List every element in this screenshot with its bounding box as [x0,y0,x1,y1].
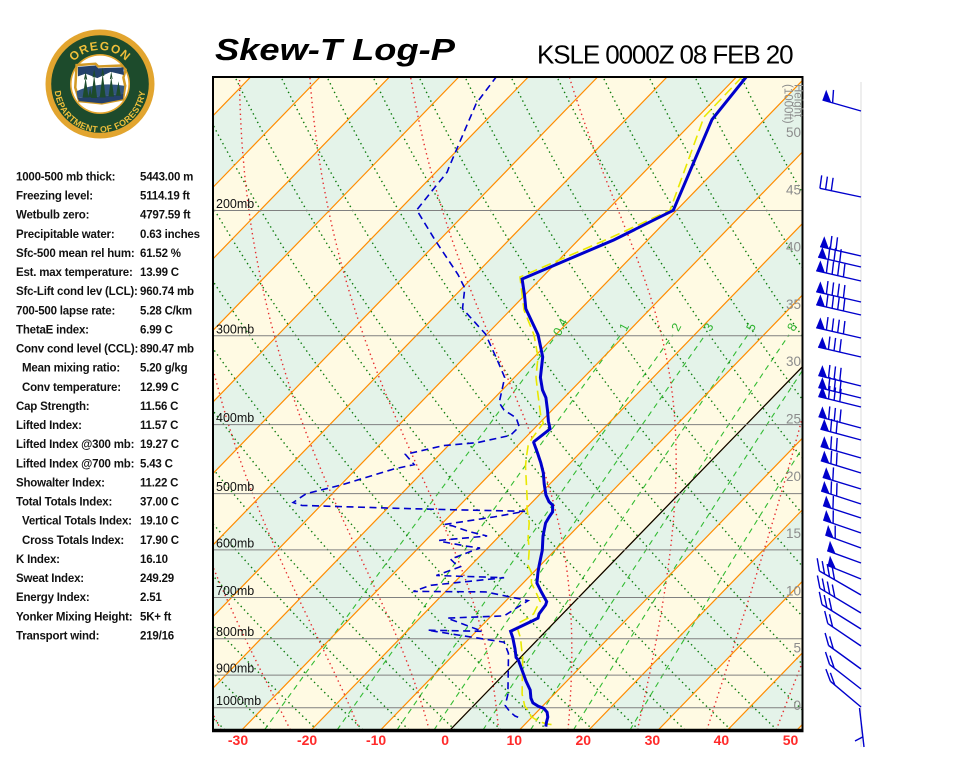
svg-text:900mb: 900mb [216,662,254,676]
svg-text:(1000ft): (1000ft) [782,84,794,124]
svg-text:Wetbulb zero:: Wetbulb zero: [16,210,89,222]
svg-text:Cap Strength:: Cap Strength: [16,401,89,413]
svg-text:Energy Index:: Energy Index: [16,592,89,604]
svg-text:4797.59 ft: 4797.59 ft [140,210,191,222]
svg-text:Freezing level:: Freezing level: [16,191,93,203]
svg-text:200mb: 200mb [216,197,254,211]
svg-text:40: 40 [714,732,730,748]
svg-text:15: 15 [786,526,801,541]
svg-text:700-500 lapse rate:: 700-500 lapse rate: [16,305,115,317]
svg-text:Skew-T Log-P: Skew-T Log-P [215,34,456,68]
svg-text:Lifted Index @300 mb:: Lifted Index @300 mb: [16,439,134,451]
svg-text:Transport wind:: Transport wind: [16,630,99,642]
svg-text:40: 40 [786,240,801,255]
svg-text:5.28 C/km: 5.28 C/km [140,305,192,317]
svg-text:-20: -20 [297,732,317,748]
svg-text:13.99 C: 13.99 C [140,267,179,279]
svg-text:30: 30 [645,732,661,748]
svg-text:17.90 C: 17.90 C [140,535,179,547]
svg-text:600mb: 600mb [216,536,254,550]
svg-text:400mb: 400mb [216,411,254,425]
svg-text:11.22 C: 11.22 C [140,477,178,489]
svg-text:Conv temperature:: Conv temperature: [22,382,121,394]
svg-text:Precipitable water:: Precipitable water: [16,229,114,241]
svg-text:1000-500 mb thick:: 1000-500 mb thick: [16,172,115,184]
svg-text:Yonker Mixing Height:: Yonker Mixing Height: [16,611,132,623]
svg-text:5.43 C: 5.43 C [140,458,173,470]
svg-text:10: 10 [786,583,801,598]
svg-text:700mb: 700mb [216,584,254,598]
svg-text:5K+ ft: 5K+ ft [140,611,171,623]
svg-text:20: 20 [786,469,801,484]
svg-text:ThetaE index:: ThetaE index: [16,325,89,337]
svg-text:Est. max temperature:: Est. max temperature: [16,267,133,279]
svg-text:37.00 C: 37.00 C [140,497,179,509]
svg-text:35: 35 [786,297,801,312]
svg-text:Conv cond level (CCL):: Conv cond level (CCL): [16,344,138,356]
svg-text:61.52 %: 61.52 % [140,248,181,260]
svg-text:Showalter Index:: Showalter Index: [16,477,105,489]
svg-text:Lifted Index @700 mb:: Lifted Index @700 mb: [16,458,134,470]
svg-text:25: 25 [786,412,801,427]
svg-text:19.10 C: 19.10 C [140,516,179,528]
svg-text:5.20 g/kg: 5.20 g/kg [140,363,188,375]
svg-text:19.27 C: 19.27 C [140,439,179,451]
svg-text:16.10: 16.10 [140,554,168,566]
svg-text:Sweat Index:: Sweat Index: [16,573,84,585]
svg-text:50: 50 [786,125,801,140]
svg-text:KSLE 0000Z 08 FEB 20: KSLE 0000Z 08 FEB 20 [537,40,793,70]
svg-text:10: 10 [507,732,523,748]
svg-text:800mb: 800mb [216,625,254,639]
svg-text:Mean mixing ratio:: Mean mixing ratio: [22,363,120,375]
svg-text:45: 45 [786,182,801,197]
svg-text:K Index:: K Index: [16,554,60,566]
svg-text:500mb: 500mb [216,480,254,494]
svg-text:5114.19 ft: 5114.19 ft [140,191,190,203]
svg-text:Lifted Index:: Lifted Index: [16,420,82,432]
svg-text:11.56 C: 11.56 C [140,401,178,413]
svg-text:-30: -30 [228,732,248,748]
svg-text:0: 0 [441,732,449,748]
svg-text:12.99 C: 12.99 C [140,382,179,394]
svg-text:11.57 C: 11.57 C [140,420,178,432]
svg-text:Cross Totals Index:: Cross Totals Index: [22,535,124,547]
svg-text:-10: -10 [366,732,386,748]
svg-text:Sfc-Lift cond lev (LCL):: Sfc-Lift cond lev (LCL): [16,286,138,298]
svg-text:0: 0 [793,698,801,713]
svg-text:20: 20 [576,732,592,748]
svg-text:219/16: 219/16 [140,630,174,642]
svg-text:0.63 inches: 0.63 inches [140,229,200,241]
svg-text:960.74 mb: 960.74 mb [140,286,194,298]
svg-text:5: 5 [793,641,801,656]
svg-text:Total Totals Index:: Total Totals Index: [16,497,112,509]
svg-text:6.99 C: 6.99 C [140,325,173,337]
svg-text:50: 50 [783,732,799,748]
svg-text:30: 30 [786,354,801,369]
svg-text:Vertical Totals Index:: Vertical Totals Index: [22,516,132,528]
svg-text:Sfc-500 mean rel hum:: Sfc-500 mean rel hum: [16,248,135,260]
svg-text:249.29: 249.29 [140,573,174,585]
svg-text:1000mb: 1000mb [216,694,261,708]
svg-text:5443.00 m: 5443.00 m [140,172,193,184]
svg-text:890.47 mb: 890.47 mb [140,344,194,356]
svg-text:2.51: 2.51 [140,592,162,604]
svg-text:300mb: 300mb [216,322,254,336]
